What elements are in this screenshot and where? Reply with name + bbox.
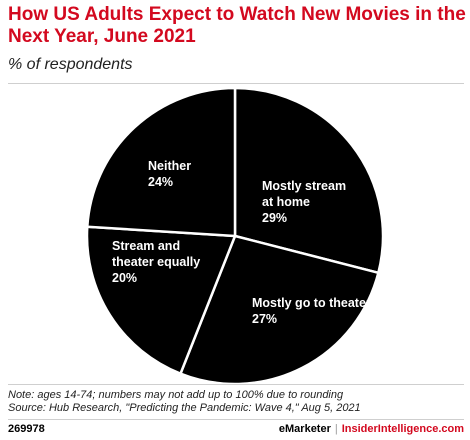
notes-divider	[8, 384, 464, 385]
pie-slice-mostly-stream-at-home	[233, 86, 385, 275]
source-text: Source: Hub Research, "Predicting the Pa…	[8, 402, 361, 414]
pie-chart: Mostly stream at home 29% Mostly go to thea…	[85, 86, 385, 384]
pie-slice-neither	[86, 86, 237, 238]
top-divider	[8, 83, 464, 84]
chart-subtitle: % of respondents	[8, 56, 133, 73]
chart-title: How US Adults Expect to Watch New Movies…	[8, 4, 466, 47]
chart-id: 269978	[8, 423, 45, 435]
brand-separator: |	[334, 423, 338, 435]
chart-notes: Note: ages 14-74; numbers may not add up…	[8, 389, 464, 415]
site-name: InsiderIntelligence.com	[341, 423, 464, 435]
slice-label-mostly-go-to-theater: Mostly go to theater 27%	[252, 296, 371, 326]
slice-label-neither: Neither 24%	[148, 159, 191, 189]
note-text: Note: ages 14-74; numbers may not add up…	[8, 389, 344, 401]
brand-name: eMarketer	[278, 423, 331, 435]
slice-label-mostly-stream-at-home: Mostly stream at home 29%	[262, 179, 346, 225]
slice-label-stream-and-theater-equally: Stream and theater equally 20%	[112, 239, 200, 285]
pie-slice-stream-and-theater-equally	[85, 225, 237, 375]
brand-block: eMarketer | InsiderIntelligence.com	[279, 422, 464, 436]
pie-slice-mostly-go-to-theater	[179, 234, 380, 384]
footer-divider	[8, 419, 464, 420]
